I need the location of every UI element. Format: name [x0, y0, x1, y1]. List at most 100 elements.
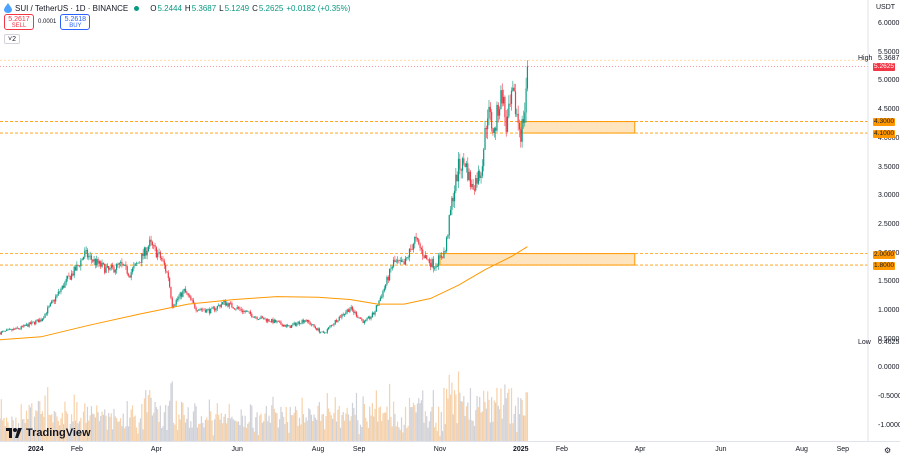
volume-bar — [29, 407, 32, 441]
volume-bar — [59, 425, 61, 441]
candle-body — [245, 311, 248, 313]
volume-bar — [44, 395, 46, 441]
time-tick-label: Jun — [231, 446, 243, 453]
currency-label[interactable]: USDT — [876, 4, 896, 11]
volume-bar — [500, 388, 502, 441]
candle-body — [314, 326, 316, 329]
volume-bar — [187, 407, 189, 441]
candle-body — [100, 261, 102, 267]
candle-body — [108, 265, 110, 270]
candle-body — [359, 317, 362, 319]
volume-bar — [53, 411, 55, 441]
volume-bar — [276, 413, 278, 441]
volume-bar — [279, 419, 281, 441]
candle-body — [277, 321, 279, 322]
volume-bar — [286, 422, 289, 441]
candle-body — [418, 239, 420, 244]
candle-body — [257, 319, 260, 320]
candle-body — [17, 328, 20, 329]
candle-body — [271, 319, 273, 322]
candle-body — [73, 266, 75, 276]
candle-body — [227, 303, 229, 307]
volume-bar — [143, 398, 146, 441]
volume-bar — [202, 422, 204, 441]
candle-body — [402, 261, 404, 263]
candle-body — [355, 312, 358, 317]
high-marker-label: High — [858, 55, 873, 62]
volume-bar — [247, 423, 249, 441]
volume-bar — [469, 388, 472, 441]
volume-bar — [78, 421, 81, 441]
candle-body — [109, 267, 111, 270]
volume-bar — [358, 434, 360, 441]
volume-bar — [37, 401, 40, 441]
volume-bar — [308, 408, 310, 441]
volume-bar — [150, 397, 152, 441]
candle-body — [33, 321, 36, 325]
volume-bar — [243, 426, 245, 441]
volume-bar — [483, 390, 485, 441]
volume-bar — [224, 413, 226, 441]
candle-body — [517, 113, 519, 123]
indicators-toggle[interactable]: ˅2 — [4, 34, 20, 44]
candle-body — [442, 257, 444, 259]
price-tick-label: -0.5000 — [878, 393, 900, 401]
zone-lower-tag-1: 4.1000 — [873, 130, 895, 138]
volume-bar — [130, 409, 132, 441]
high-label: H — [184, 3, 191, 13]
candle-body — [391, 266, 393, 269]
candle-body — [406, 257, 408, 259]
volume-bar — [199, 423, 201, 441]
volume-bar — [408, 397, 411, 441]
candle-body — [415, 236, 417, 239]
volume-bar — [133, 416, 135, 441]
volume-bar — [233, 420, 236, 441]
volume-bar — [235, 420, 237, 441]
volume-bar — [430, 411, 432, 441]
candle-body — [215, 308, 217, 311]
tradingview-logo[interactable]: TradingView — [6, 427, 91, 439]
candle-body — [510, 90, 513, 104]
volume-bar — [362, 396, 364, 441]
volume-bar — [108, 413, 110, 441]
candle-body — [472, 183, 474, 190]
candle-body — [526, 66, 529, 89]
candle-body — [182, 290, 184, 297]
gear-icon[interactable]: ⚙ — [884, 446, 892, 455]
candle-body — [85, 249, 87, 251]
candle-body — [121, 262, 123, 265]
volume-bar — [137, 433, 139, 441]
volume-bar — [184, 422, 187, 441]
candle-body — [467, 163, 469, 181]
candle-body — [399, 260, 401, 261]
sell-button[interactable]: 5.2617 SELL — [4, 14, 34, 30]
candle-body — [412, 243, 415, 250]
low-value: 5.1249 — [224, 3, 250, 13]
candle-body — [43, 317, 45, 319]
candle-body — [516, 113, 518, 115]
volume-bar — [32, 430, 34, 441]
candle-body — [351, 306, 354, 311]
buy-button[interactable]: 5.2618 BUY — [60, 14, 91, 30]
candle-body — [276, 321, 278, 323]
volume-bar — [275, 412, 277, 441]
zone-box-2 — [439, 253, 636, 266]
volume-bar — [460, 401, 462, 441]
candle-body — [485, 127, 487, 130]
volume-bar — [170, 383, 172, 441]
candle-body — [497, 104, 499, 116]
candle-body — [118, 262, 120, 265]
candle-body — [243, 310, 245, 312]
low-marker-value: 0.4625 — [878, 339, 900, 346]
symbol-title[interactable]: SUI / TetherUS · 1D · BINANCE — [15, 3, 129, 13]
volume-bar — [105, 415, 107, 441]
volume-bar — [174, 424, 176, 441]
volume-bar — [526, 392, 529, 441]
candle-body — [332, 325, 334, 326]
volume-bar — [214, 419, 216, 441]
volume-bar — [496, 387, 498, 441]
candle-body — [44, 313, 46, 318]
candle-body — [279, 321, 281, 323]
volume-bar — [125, 426, 127, 441]
